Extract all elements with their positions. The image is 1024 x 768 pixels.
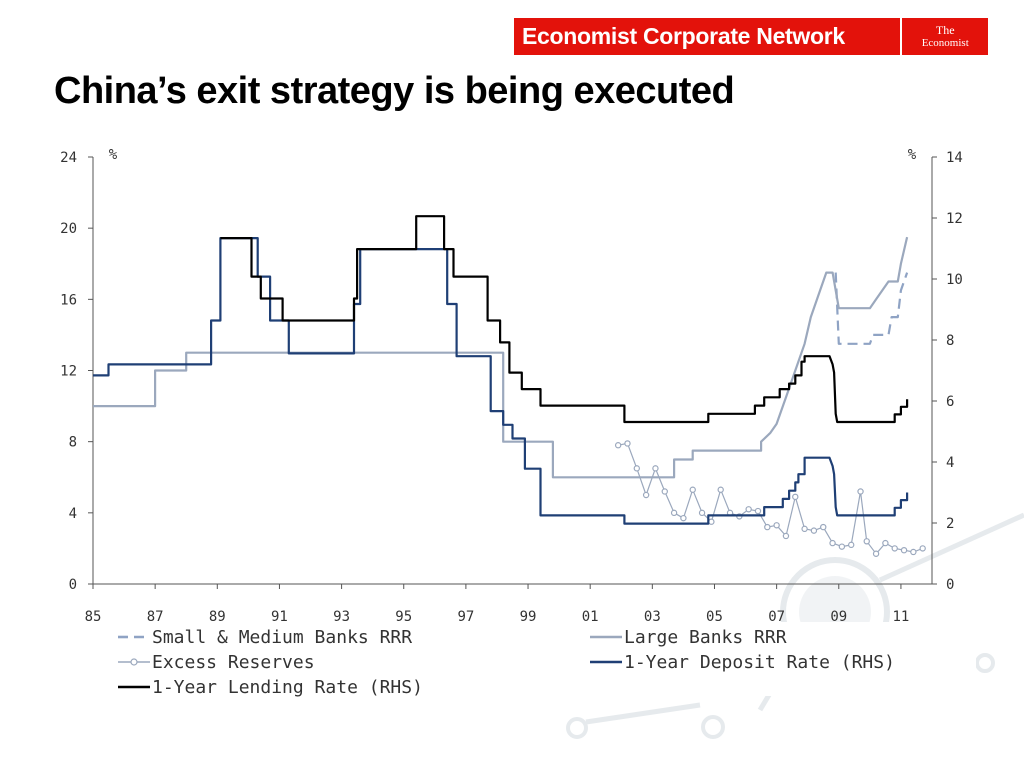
network-node-icon: [566, 717, 588, 739]
left-tick-label: 12: [60, 364, 77, 380]
series-point: [919, 545, 926, 552]
x-tick-label: 87: [147, 609, 164, 625]
x-tick-label: 97: [457, 609, 474, 625]
left-tick-label: 4: [69, 506, 77, 522]
x-tick-label: 07: [768, 609, 785, 625]
legend-label: Large Banks RRR: [624, 627, 787, 648]
x-tick-label: 09: [830, 609, 847, 625]
x-tick-label: 11: [892, 609, 909, 625]
series-point: [689, 486, 696, 493]
brand-name: Economist Corporate Network: [514, 18, 900, 55]
legend-label: 1-Year Lending Rate (RHS): [152, 677, 423, 698]
right-tick-label: 14: [946, 150, 963, 166]
series-point: [891, 545, 898, 552]
legend-label: 1-Year Deposit Rate (RHS): [624, 652, 895, 673]
series-point: [900, 546, 908, 554]
x-tick-label: 05: [706, 609, 723, 625]
x-tick-label: 03: [644, 609, 661, 625]
legend-marker: [130, 658, 138, 666]
x-tick-label: 85: [85, 609, 102, 625]
series-line: [220, 215, 909, 424]
x-tick-label: 89: [209, 609, 226, 625]
network-node-icon: [975, 653, 995, 673]
series-point: [829, 539, 836, 547]
series-line: [93, 236, 909, 479]
series-point: [882, 539, 889, 547]
series-point: [670, 509, 678, 517]
series-point: [698, 509, 706, 517]
series-point: [801, 525, 808, 533]
legend-background: [96, 622, 976, 696]
network-node-icon: [701, 715, 725, 739]
series-point: [717, 486, 724, 493]
logo-line-2: Economist: [921, 36, 969, 49]
series-point: [708, 518, 715, 525]
series-point: [624, 440, 631, 447]
x-tick-label: 01: [582, 609, 599, 625]
logo-line-1: The: [935, 22, 955, 37]
legend-label: Excess Reserves: [152, 652, 315, 673]
series-line: [93, 237, 909, 525]
series-point: [848, 541, 855, 549]
x-tick-label: 95: [395, 609, 412, 625]
series-point: [614, 442, 622, 449]
series-point: [764, 523, 771, 531]
series-point: [633, 465, 640, 472]
series-point: [652, 465, 659, 472]
right-tick-label: 2: [946, 516, 954, 532]
series-point: [838, 543, 846, 550]
right-tick-label: 0: [946, 577, 954, 593]
series-point: [745, 506, 752, 513]
x-tick-label: 93: [333, 609, 350, 625]
brand-separator: [899, 18, 903, 55]
slide-title: China’s exit strategy is being executed: [54, 70, 735, 112]
right-tick-label: 8: [946, 333, 954, 349]
series-point: [782, 532, 790, 540]
series-point: [754, 507, 762, 515]
right-tick-label: 10: [946, 272, 963, 288]
series-point: [872, 550, 880, 557]
series-line: [834, 272, 909, 345]
right-axis-unit: %: [908, 147, 917, 163]
x-tick-label: 99: [520, 609, 537, 625]
chart-legend: Small & Medium Banks RRR Large Banks RRR E…: [96, 622, 976, 698]
series-point: [820, 523, 827, 531]
series-line: [618, 442, 923, 555]
legend-label: Small & Medium Banks RRR: [152, 627, 412, 648]
right-tick-label: 4: [946, 455, 954, 471]
x-tick-label: 91: [271, 609, 288, 625]
series-point: [910, 548, 917, 556]
right-tick-label: 12: [946, 211, 963, 227]
left-tick-label: 20: [60, 221, 77, 237]
left-tick-label: 24: [60, 150, 77, 166]
brand-banner: Economist Corporate Network The Economis…: [514, 18, 988, 55]
series-point: [810, 527, 818, 534]
left-tick-label: 8: [69, 435, 77, 451]
left-tick-label: 0: [69, 577, 77, 593]
series-point: [642, 491, 650, 499]
right-tick-label: 6: [946, 394, 954, 410]
network-link: [585, 702, 701, 725]
network-link: [878, 512, 1024, 583]
series-point: [863, 538, 870, 545]
series-point: [680, 514, 687, 522]
series-point: [661, 488, 668, 495]
series-point: [773, 522, 780, 529]
series-point: [857, 488, 864, 495]
left-axis-unit: %: [109, 147, 118, 163]
left-tick-label: 16: [60, 292, 77, 308]
series-point: [792, 493, 799, 501]
economist-logo: The Economist: [902, 18, 988, 55]
